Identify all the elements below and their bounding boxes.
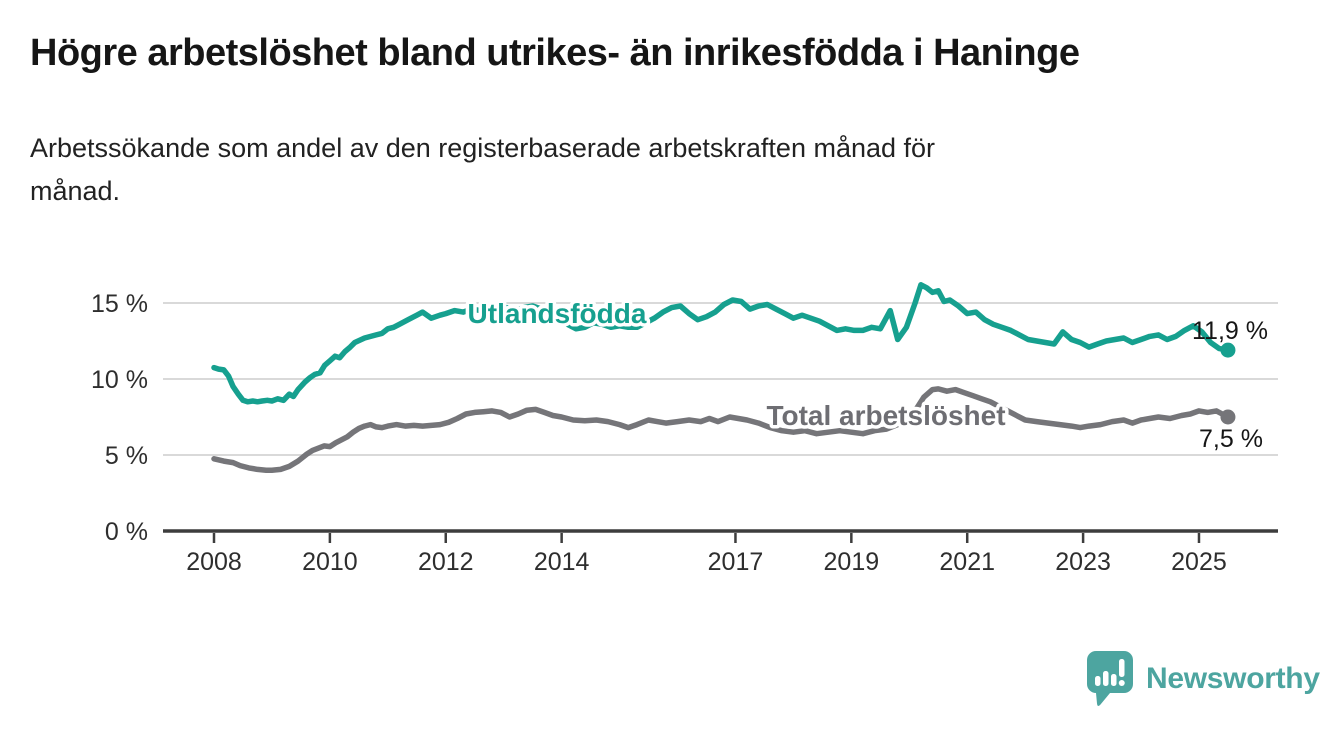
series-label-utlandsf-dda: Utlandsfödda [468, 298, 647, 329]
y-tick-label: 5 % [105, 442, 148, 470]
brand-label: Newsworthy [1146, 662, 1320, 695]
series-dot-total-arbetsl-shet [1220, 409, 1236, 425]
series-end-value-total-arbetsl-shet: 7,5 % [1199, 425, 1263, 453]
logo-bar-small [1095, 676, 1101, 686]
x-tick-label: 2012 [418, 548, 474, 576]
y-tick-label: 10 % [91, 366, 148, 394]
chart-subtitle-line1: Arbetssökande som andel av den registerb… [30, 133, 936, 163]
x-tick-label: 2017 [708, 548, 764, 576]
chart-subtitle-line2: månad. [30, 176, 121, 206]
logo-exclamation-dot [1118, 680, 1125, 686]
series-line-total-arbetsl-shet [211, 386, 1231, 473]
series-label-total-arbetsl-shet: Total arbetslöshet [766, 400, 1005, 431]
logo-bar-large [1111, 674, 1117, 686]
logo-exclamation-bar [1119, 659, 1125, 677]
x-tick-label: 2010 [302, 548, 358, 576]
chart-subtitle: Arbetssökande som andel av den registerb… [30, 127, 1230, 213]
logo-bar-chart-glyph [1095, 659, 1125, 686]
newsworthy-logo: Newsworthy [1086, 650, 1320, 708]
x-tick-label: 2023 [1055, 548, 1111, 576]
x-tick-label: 2021 [939, 548, 995, 576]
y-tick-label: 15 % [91, 290, 148, 318]
y-tick-label: 0 % [105, 518, 148, 546]
logo-bar-medium [1103, 671, 1109, 686]
series-dot-utlandsf-dda [1220, 342, 1236, 358]
x-tick-label: 2025 [1171, 548, 1227, 576]
logo-bubble-shape [1087, 651, 1133, 707]
x-tick-label: 2008 [186, 548, 242, 576]
page-title: Högre arbetslöshet bland utrikes- än inr… [30, 32, 1080, 74]
x-tick-label: 2019 [824, 548, 880, 576]
logo-bubble-icon [1087, 651, 1133, 707]
series-line-utlandsf-dda [211, 282, 1231, 405]
series-end-value-utlandsf-dda: 11,9 % [1192, 317, 1268, 345]
x-tick-label: 2014 [534, 548, 590, 576]
